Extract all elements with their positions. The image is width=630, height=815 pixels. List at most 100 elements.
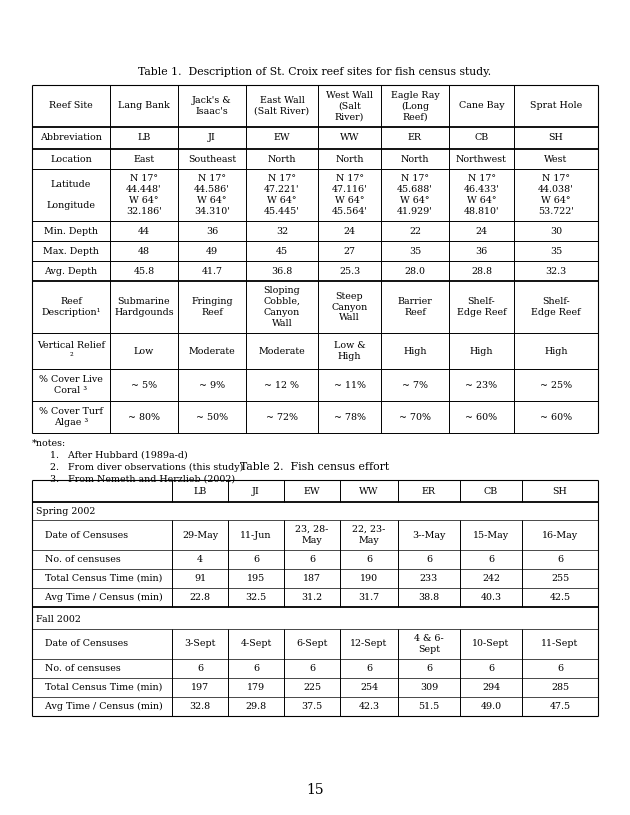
Text: 285: 285 xyxy=(551,683,569,692)
Text: 22.8: 22.8 xyxy=(190,593,210,602)
Text: Avg Time / Census (min): Avg Time / Census (min) xyxy=(36,702,163,711)
Text: North: North xyxy=(401,155,429,164)
Text: 4: 4 xyxy=(197,555,203,564)
Text: 1.   After Hubbard (1989a-d): 1. After Hubbard (1989a-d) xyxy=(50,451,188,460)
Text: EW: EW xyxy=(273,134,290,143)
Text: WW: WW xyxy=(340,134,359,143)
Text: Cane Bay: Cane Bay xyxy=(459,102,504,111)
Text: EW: EW xyxy=(304,487,320,496)
Text: 38.8: 38.8 xyxy=(418,593,440,602)
Text: Spring 2002: Spring 2002 xyxy=(36,506,95,516)
Text: 3--May: 3--May xyxy=(412,531,445,540)
Text: 255: 255 xyxy=(551,574,569,583)
Text: 22, 23-
May: 22, 23- May xyxy=(352,525,386,545)
Text: WW: WW xyxy=(359,487,379,496)
Text: 2.   From diver observations (this study): 2. From diver observations (this study) xyxy=(50,463,243,472)
Text: North: North xyxy=(268,155,296,164)
Text: Location: Location xyxy=(50,155,92,164)
Text: LB: LB xyxy=(137,134,151,143)
Text: 27: 27 xyxy=(343,246,355,255)
Text: North: North xyxy=(335,155,364,164)
Text: 29.8: 29.8 xyxy=(246,702,266,711)
Text: SH: SH xyxy=(549,134,563,143)
Text: 51.5: 51.5 xyxy=(418,702,440,711)
Text: 6: 6 xyxy=(366,664,372,673)
Text: 49: 49 xyxy=(206,246,218,255)
Text: 197: 197 xyxy=(191,683,209,692)
Text: ~ 80%: ~ 80% xyxy=(128,412,160,421)
Text: 45.8: 45.8 xyxy=(134,267,154,275)
Text: *notes:: *notes: xyxy=(32,439,66,448)
Text: 12-Sept: 12-Sept xyxy=(350,640,387,649)
Text: 11-Jun: 11-Jun xyxy=(240,531,272,540)
Text: 36: 36 xyxy=(206,227,218,236)
Text: Steep
Canyon
Wall: Steep Canyon Wall xyxy=(331,292,368,322)
Text: ER: ER xyxy=(408,134,422,143)
Text: 4-Sept: 4-Sept xyxy=(241,640,272,649)
Text: No. of censuses: No. of censuses xyxy=(36,664,121,673)
Text: Table 1.  Description of St. Croix reef sites for fish census study.: Table 1. Description of St. Croix reef s… xyxy=(139,67,491,77)
Text: Moderate: Moderate xyxy=(188,346,236,355)
Text: Abbreviation: Abbreviation xyxy=(40,134,102,143)
Text: High: High xyxy=(403,346,427,355)
Text: N 17°
44.038'
W 64°
53.722': N 17° 44.038' W 64° 53.722' xyxy=(538,174,574,216)
Text: 294: 294 xyxy=(482,683,500,692)
Text: 42.3: 42.3 xyxy=(358,702,379,711)
Text: 6: 6 xyxy=(366,555,372,564)
Text: 6: 6 xyxy=(557,555,563,564)
Text: Table 2.  Fish census effort: Table 2. Fish census effort xyxy=(241,462,389,472)
Text: No. of censuses: No. of censuses xyxy=(36,555,121,564)
Text: 233: 233 xyxy=(420,574,438,583)
Text: N 17°
44.586'
W 64°
34.310': N 17° 44.586' W 64° 34.310' xyxy=(194,174,230,216)
Text: 225: 225 xyxy=(303,683,321,692)
Text: 24: 24 xyxy=(343,227,355,236)
Text: 254: 254 xyxy=(360,683,378,692)
Text: 22: 22 xyxy=(409,227,421,236)
Text: 16-May: 16-May xyxy=(542,531,578,540)
Text: 28.0: 28.0 xyxy=(404,267,425,275)
Text: 24: 24 xyxy=(476,227,488,236)
Text: ~ 50%: ~ 50% xyxy=(196,412,228,421)
Text: N 17°
47.221'
W 64°
45.445': N 17° 47.221' W 64° 45.445' xyxy=(264,174,300,216)
Text: 28.8: 28.8 xyxy=(471,267,492,275)
Text: Southeast: Southeast xyxy=(188,155,236,164)
Text: CB: CB xyxy=(474,134,489,143)
Text: ~ 23%: ~ 23% xyxy=(466,381,498,390)
Text: 32: 32 xyxy=(276,227,288,236)
Text: 179: 179 xyxy=(247,683,265,692)
Text: Total Census Time (min): Total Census Time (min) xyxy=(36,683,163,692)
Text: ~ 11%: ~ 11% xyxy=(333,381,365,390)
Text: 32.8: 32.8 xyxy=(190,702,210,711)
Text: Min. Depth: Min. Depth xyxy=(44,227,98,236)
Text: SH: SH xyxy=(553,487,568,496)
Text: ~ 12 %: ~ 12 % xyxy=(265,381,299,390)
Text: 31.7: 31.7 xyxy=(358,593,379,602)
Text: 4 & 6-
Sept: 4 & 6- Sept xyxy=(414,634,444,654)
Text: ~ 70%: ~ 70% xyxy=(399,412,431,421)
Text: 242: 242 xyxy=(482,574,500,583)
Text: 41.7: 41.7 xyxy=(202,267,222,275)
Text: 6: 6 xyxy=(488,664,494,673)
Text: Avg. Depth: Avg. Depth xyxy=(45,267,98,275)
Text: 48: 48 xyxy=(138,246,150,255)
Text: 15-May: 15-May xyxy=(473,531,509,540)
Text: Lang Bank: Lang Bank xyxy=(118,102,170,111)
Text: ~ 60%: ~ 60% xyxy=(540,412,572,421)
Text: 190: 190 xyxy=(360,574,378,583)
Text: Barrier
Reef: Barrier Reef xyxy=(398,297,432,317)
Text: ~ 60%: ~ 60% xyxy=(466,412,498,421)
Text: Reef
Description¹: Reef Description¹ xyxy=(42,297,101,317)
Text: 35: 35 xyxy=(409,246,421,255)
Text: 6-Sept: 6-Sept xyxy=(296,640,328,649)
Text: CB: CB xyxy=(484,487,498,496)
Text: 6: 6 xyxy=(197,664,203,673)
Text: 6: 6 xyxy=(488,555,494,564)
Text: West Wall
(Salt
River): West Wall (Salt River) xyxy=(326,90,373,121)
Text: 36: 36 xyxy=(476,246,488,255)
Text: 6: 6 xyxy=(309,555,315,564)
Text: Sloping
Cobble,
Canyon
Wall: Sloping Cobble, Canyon Wall xyxy=(263,286,301,328)
Text: Shelf-
Edge Reef: Shelf- Edge Reef xyxy=(531,297,581,317)
Text: 3-Sept: 3-Sept xyxy=(185,640,215,649)
Text: Date of Censuses: Date of Censuses xyxy=(36,531,128,540)
Text: N 17°
47.116'
W 64°
45.564': N 17° 47.116' W 64° 45.564' xyxy=(331,174,367,216)
